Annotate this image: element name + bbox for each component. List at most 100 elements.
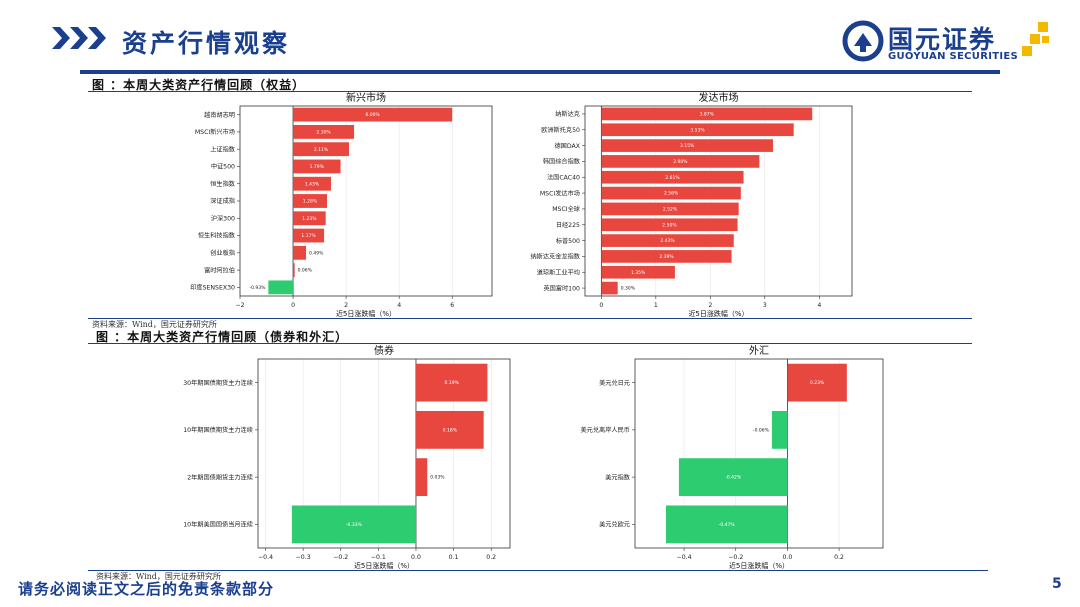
figure2-title: 图 ：本周大类资产行情回顾（债券和外汇） xyxy=(96,330,349,344)
chart-emerging-category-label: 富时阿拉伯 xyxy=(204,266,235,274)
chart-emerging-xtick-label: 4 xyxy=(397,302,401,309)
chart-developed-xtick-label: 0 xyxy=(599,302,603,309)
chart-fx-frame xyxy=(634,358,884,549)
chart-developed-category-label: 欧洲斯托克50 xyxy=(541,126,580,134)
chart-developed-category-label: 日经225 xyxy=(556,221,580,229)
chart-developed-bar xyxy=(601,202,739,216)
chart-developed-category-label: 德国DAX xyxy=(554,142,580,150)
page-number: 5 xyxy=(1052,576,1062,592)
chart-emerging-bar xyxy=(293,211,326,226)
chart-bonds-category-label: 10年期美国国债当月连续 xyxy=(183,521,253,529)
chart-fx-category-label: 美元兑欧元 xyxy=(599,521,630,529)
chart-developed-bar xyxy=(601,170,744,184)
chart-emerging-bar xyxy=(293,263,295,277)
figure2-bottom-divider xyxy=(88,570,988,571)
chart-developed-value-label: 1.35% xyxy=(631,270,646,276)
chart-fx-value-label: -0.42% xyxy=(725,475,742,481)
chart-bonds-xtick-label: −0.4 xyxy=(258,554,273,561)
chart-developed-category-label: 韩国综合指数 xyxy=(543,158,581,166)
chart-emerging-category-label: 恒生指数 xyxy=(210,180,236,188)
chart-emerging-xlabel: 近5日涨跌幅（%） xyxy=(336,309,396,318)
logo-text-cn: 国元证券 xyxy=(888,25,997,54)
chart-developed-value-label: 3.53% xyxy=(690,127,705,133)
chart-emerging-bar xyxy=(293,245,307,260)
chart-fx-bar xyxy=(787,363,847,402)
figure1-divider xyxy=(88,91,972,92)
chart-emerging-value-label: 1.17% xyxy=(301,233,316,239)
chart-bonds-category-label: 2年期国债期货主力连续 xyxy=(187,473,253,481)
chart-emerging-value-label: 0.06% xyxy=(298,268,313,274)
chart-bonds-category-label: 10年期国债期货主力连续 xyxy=(183,426,253,434)
chart-bonds-bar xyxy=(415,410,484,449)
chart-developed-category-label: 英国富时100 xyxy=(543,284,580,292)
chart-developed-group xyxy=(582,105,853,299)
logo-emblem-icon xyxy=(842,20,884,62)
chart-emerging-bar xyxy=(293,194,328,208)
chart-developed-xtick-label: 4 xyxy=(817,302,821,309)
chart-fx-xtick-label: −0.4 xyxy=(677,554,692,561)
chart-emerging-xtick-label: 6 xyxy=(450,302,454,309)
chart-developed-category-label: 道琼斯工业平均 xyxy=(537,268,580,276)
chart-emerging-bar xyxy=(293,125,355,139)
chart-fx-xtick-label: −0.2 xyxy=(728,554,743,561)
chart-fx-bar xyxy=(666,505,788,544)
chart-developed-category-label: 纳斯达克金龙指数 xyxy=(531,253,581,261)
chart-fx-xlabel: 近5日涨跌幅（%） xyxy=(729,561,789,570)
header-divider xyxy=(80,70,1000,74)
chart-fx-category-label: 美元兑日元 xyxy=(599,379,630,387)
chart-developed-value-label: 2.90% xyxy=(673,159,688,165)
chart-fx-category-label: 美元兑离岸人民币 xyxy=(581,426,631,434)
chart-developed-xtick-label: 1 xyxy=(654,302,658,309)
chart-developed-bar xyxy=(601,139,773,152)
chart-bonds-xtick-label: −0.3 xyxy=(296,554,311,561)
chart-emerging-bar xyxy=(268,280,294,295)
logo-text-en: GUOYUAN SECURITIES xyxy=(888,51,1019,62)
chart-developed-bar xyxy=(601,107,813,121)
chart-developed-value-label: 3.87% xyxy=(700,112,715,118)
chart-bonds-bar xyxy=(415,458,428,497)
chart-developed-xtick-label: 3 xyxy=(763,302,767,309)
company-logo: 国元证券 GUOYUAN SECURITIES xyxy=(842,18,1062,68)
chart-developed-bar xyxy=(601,218,738,232)
chart-emerging-frame xyxy=(239,105,493,297)
footer-disclaimer: 请务必阅读正文之后的免责条款部分 xyxy=(18,580,275,598)
chart-emerging-value-label: 2.30% xyxy=(316,130,331,136)
chart-developed-bar xyxy=(601,186,741,200)
chart-developed-bar xyxy=(601,155,760,168)
chart-bonds-bar xyxy=(291,505,416,544)
chart-developed-bar xyxy=(601,234,734,247)
chart-bonds-value-label: -0.33% xyxy=(346,522,363,528)
chart-fx-value-label: 0.23% xyxy=(810,380,825,386)
chart-developed-value-label: 2.56% xyxy=(664,191,679,197)
chart-developed-value-label: 2.61% xyxy=(665,175,680,181)
chart-bonds-value-label: 0.19% xyxy=(445,380,460,386)
chart-developed-value-label: 2.50% xyxy=(662,222,677,228)
chart-emerging-title: 新兴市场 xyxy=(346,91,386,104)
chart-bonds-xtick-label: 0.1 xyxy=(449,554,459,561)
figure1-source: 资料来源：Wind，国元证券研究所 xyxy=(92,320,217,329)
chart-bonds-value-label: 0.03% xyxy=(430,475,445,481)
chevron-right-icon xyxy=(52,27,106,49)
chart-developed-bar xyxy=(601,123,794,137)
chart-fx-category-label: 美元指数 xyxy=(605,473,631,481)
chart-emerging-xtick-label: 0 xyxy=(291,302,295,309)
chart-developed-category-label: MSCI发达市场 xyxy=(540,189,580,197)
chart-bonds-value-label: 0.18% xyxy=(443,427,458,433)
chart-developed-frame xyxy=(584,105,853,297)
figure1-bottom-divider xyxy=(88,318,972,319)
chart-emerging-bar xyxy=(293,176,331,191)
chart-developed-value-label: 0.30% xyxy=(621,286,636,292)
chart-emerging-category-label: 沪深300 xyxy=(211,214,235,222)
chart-developed-category-label: 法国CAC40 xyxy=(547,173,580,181)
chart-developed-value-label: 3.15% xyxy=(680,143,695,149)
chart-emerging-category-label: MSCI新兴市场 xyxy=(195,128,235,136)
chart-emerging-bar xyxy=(293,159,341,174)
figure2-source: 资料来源：Wind，国元证券研究所 xyxy=(96,572,221,581)
chart-emerging-xtick-label: 2 xyxy=(344,302,348,309)
chart-fx-group xyxy=(632,358,884,551)
figure2-divider xyxy=(88,343,972,344)
chart-emerging-value-label: -0.93% xyxy=(249,285,266,291)
chart-bonds-xtick-label: 0.0 xyxy=(411,554,421,561)
chart-developed-title: 发达市场 xyxy=(699,91,739,104)
